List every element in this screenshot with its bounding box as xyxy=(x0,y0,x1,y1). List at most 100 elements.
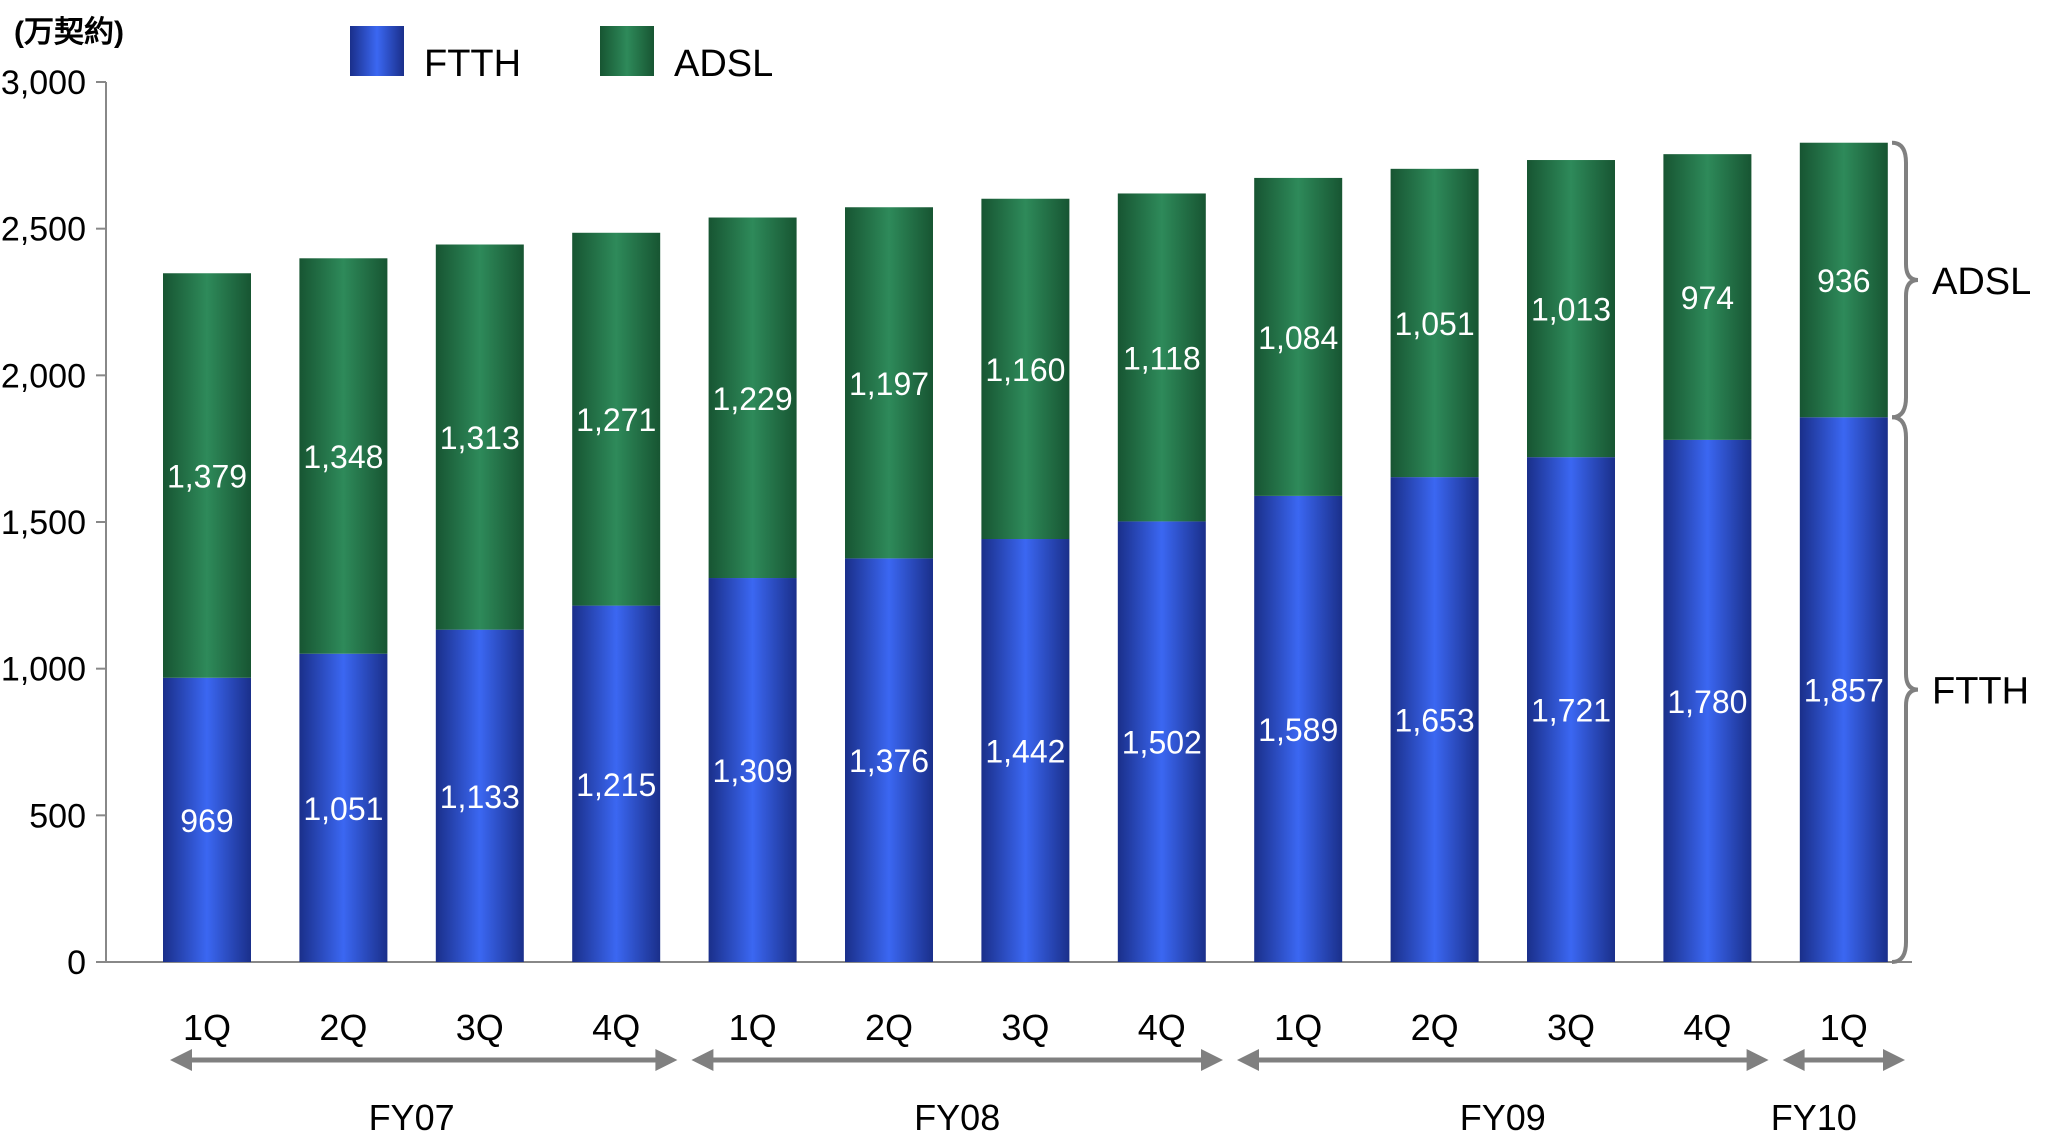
brace-label-adsl: ADSL xyxy=(1932,261,2031,303)
group-arrow-head-left xyxy=(691,1049,714,1071)
x-tick-label: 4Q xyxy=(592,1007,640,1048)
y-tick-label: 3,000 xyxy=(1,64,86,102)
data-label-adsl: 1,271 xyxy=(576,402,656,438)
bars xyxy=(163,142,1888,962)
data-label-adsl: 1,118 xyxy=(1123,340,1201,376)
bar-ftth xyxy=(435,629,524,962)
group-arrow-head-left xyxy=(1782,1049,1805,1071)
bar-adsl xyxy=(435,244,524,630)
data-label-adsl: 1,013 xyxy=(1531,292,1611,328)
x-tick-label: 2Q xyxy=(865,1007,913,1048)
bar-adsl xyxy=(1117,193,1206,522)
data-label-ftth: 1,857 xyxy=(1804,673,1884,709)
bar-adsl xyxy=(299,258,388,654)
bar-adsl xyxy=(1663,154,1752,440)
bar-ftth xyxy=(1799,417,1888,962)
bar-adsl xyxy=(572,232,661,606)
brace-adsl xyxy=(1891,140,1919,420)
legend-label-ftth: FTTH xyxy=(424,43,521,85)
bar-ftth xyxy=(163,677,251,962)
data-label-ftth: 1,653 xyxy=(1395,703,1475,739)
x-tick-label: 4Q xyxy=(1138,1007,1186,1048)
x-tick-label: 1Q xyxy=(1820,1007,1868,1048)
unit-label: (万契約) xyxy=(14,16,124,49)
data-label-ftth: 1,376 xyxy=(849,743,929,779)
data-labels: 969 1,379 1,051 1,348 1,133 1,313 1,215 1,271 1,… xyxy=(167,263,1884,839)
group-arrow-head-left xyxy=(170,1049,192,1071)
bar-adsl xyxy=(1254,177,1343,496)
group-arrow-head-right xyxy=(1746,1049,1769,1071)
y-tick-label: 500 xyxy=(29,797,86,835)
bar-ftth xyxy=(572,605,661,962)
bar-ftth xyxy=(981,539,1070,962)
data-label-ftth: 1,502 xyxy=(1122,725,1202,761)
group-label: FY10 xyxy=(1771,1097,1857,1136)
bar-adsl xyxy=(981,198,1070,540)
bar-ftth xyxy=(1663,439,1752,962)
x-tick-label: 3Q xyxy=(1547,1007,1595,1048)
bar-ftth xyxy=(708,578,797,962)
x-tick-label: 1Q xyxy=(183,1007,231,1048)
x-axis: 1Q 2Q 3Q 4Q 1Q 2Q 3Q 4Q 1Q 2Q 3Q 4Q 1Q FY07 FY08 FY09 FY… xyxy=(170,1007,1905,1138)
bar-ftth xyxy=(845,558,933,962)
bar-ftth xyxy=(1527,457,1615,962)
legend-swatch-ftth xyxy=(350,26,404,76)
data-label-ftth: 1,589 xyxy=(1258,712,1338,748)
group-arrow-head-right xyxy=(1883,1049,1905,1071)
brace-label-ftth: FTTH xyxy=(1932,671,2029,713)
x-tick-label: 1Q xyxy=(729,1007,777,1048)
bar-ftth xyxy=(1117,521,1206,962)
data-label-ftth: 1,309 xyxy=(713,753,793,789)
bar-adsl xyxy=(845,207,933,559)
x-tick-label: 2Q xyxy=(319,1007,367,1048)
group-label: FY07 xyxy=(369,1097,455,1136)
data-label-adsl: 936 xyxy=(1817,263,1870,299)
bar-ftth xyxy=(1254,495,1343,962)
data-label-ftth: 1,721 xyxy=(1531,693,1611,729)
bar-ftth xyxy=(299,653,388,962)
legend-swatch-adsl xyxy=(600,26,654,76)
data-label-adsl: 1,348 xyxy=(303,439,383,475)
data-label-ftth: 1,133 xyxy=(440,779,520,815)
bar-adsl xyxy=(1527,160,1615,458)
data-label-ftth: 1,442 xyxy=(985,734,1065,770)
data-label-adsl: 1,051 xyxy=(1395,306,1475,342)
data-label-ftth: 1,780 xyxy=(1667,684,1747,720)
data-label-ftth: 1,051 xyxy=(303,791,383,827)
group-arrow-head-right xyxy=(1201,1049,1223,1071)
bar-adsl xyxy=(1799,142,1888,418)
data-label-ftth: 1,215 xyxy=(576,767,656,803)
bar-adsl xyxy=(708,217,797,579)
y-tick-label: 2,000 xyxy=(1,357,86,395)
group-label: FY08 xyxy=(914,1097,1000,1136)
y-tick-label: 0 xyxy=(67,944,86,982)
data-label-adsl: 1,197 xyxy=(849,366,929,402)
x-tick-label: 3Q xyxy=(1001,1007,1049,1048)
bar-adsl xyxy=(1390,168,1479,478)
x-tick-label: 2Q xyxy=(1411,1007,1459,1048)
bar-adsl xyxy=(163,273,251,678)
data-label-ftth: 969 xyxy=(180,803,233,839)
y-tick-label: 1,500 xyxy=(1,504,86,542)
data-label-adsl: 1,313 xyxy=(440,420,520,456)
data-label-adsl: 1,229 xyxy=(713,381,793,417)
y-tick-label: 1,000 xyxy=(1,651,86,689)
data-label-adsl: 1,379 xyxy=(167,459,247,495)
y-tick-label: 2,500 xyxy=(1,211,86,249)
series-braces: ADSL FTTH xyxy=(1891,140,2031,964)
group-label: FY09 xyxy=(1460,1097,1546,1136)
axes: 0 500 1,000 1,500 2,000 2,500 3,000 xyxy=(1,64,1912,982)
x-tick-label: 1Q xyxy=(1274,1007,1322,1048)
bar-ftth xyxy=(1390,477,1479,962)
data-label-adsl: 1,160 xyxy=(985,352,1065,388)
group-arrow-head-right xyxy=(655,1049,678,1071)
x-tick-label: 4Q xyxy=(1683,1007,1731,1048)
legend: FTTH ADSL xyxy=(350,26,773,85)
data-label-adsl: 1,084 xyxy=(1258,320,1338,356)
data-label-adsl: 974 xyxy=(1681,280,1734,316)
group-arrow-head-left xyxy=(1237,1049,1259,1071)
x-tick-label: 3Q xyxy=(456,1007,504,1048)
legend-label-adsl: ADSL xyxy=(674,43,773,85)
